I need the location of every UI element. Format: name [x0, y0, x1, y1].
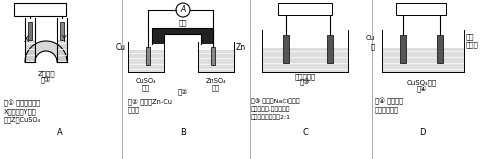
Text: 直流电源: 直流电源 — [31, 6, 48, 13]
Text: 图② 能组成Zn-Cu: 图② 能组成Zn-Cu — [128, 98, 172, 105]
Text: 溶液: 溶液 — [212, 84, 220, 91]
Text: A: A — [57, 128, 63, 137]
Bar — [437, 35, 443, 63]
Text: CuSO₄溶液: CuSO₄溶液 — [407, 79, 437, 86]
Text: Zn: Zn — [236, 44, 246, 52]
Bar — [327, 35, 333, 63]
FancyBboxPatch shape — [396, 3, 446, 15]
Text: 的电解池中,阴、阳极逸: 的电解池中,阴、阳极逸 — [251, 106, 290, 112]
Bar — [60, 22, 64, 40]
Bar — [57, 40, 67, 62]
Bar — [400, 35, 406, 63]
Text: C: C — [302, 128, 308, 137]
Text: B: B — [180, 128, 186, 137]
Bar — [262, 48, 347, 72]
Bar — [26, 40, 34, 62]
Text: 图③ 在电解NaCl稀溶液: 图③ 在电解NaCl稀溶液 — [251, 98, 299, 104]
Text: 原电池: 原电池 — [128, 106, 140, 113]
Bar — [383, 48, 464, 72]
Text: +: + — [399, 6, 406, 15]
Text: Cu: Cu — [366, 35, 375, 41]
Text: CuSO₄: CuSO₄ — [136, 78, 156, 84]
Text: 铁制品: 铁制品 — [466, 41, 479, 48]
Text: D: D — [419, 128, 425, 137]
Text: −: − — [435, 6, 442, 15]
Text: 图④: 图④ — [417, 86, 427, 93]
Text: Cu: Cu — [116, 44, 126, 52]
Polygon shape — [25, 41, 67, 62]
Text: 铜，Z是CuSO₄: 铜，Z是CuSO₄ — [4, 116, 41, 123]
Text: A: A — [180, 6, 185, 14]
Text: 溶液: 溶液 — [142, 84, 150, 91]
Text: 图① 铜的精炼中，: 图① 铜的精炼中， — [4, 100, 40, 107]
Text: −: − — [321, 6, 328, 15]
Text: X: X — [23, 35, 28, 44]
Text: 出气体体积之比为2:1: 出气体体积之比为2:1 — [251, 114, 291, 120]
Text: Y: Y — [62, 35, 66, 44]
Text: −: − — [56, 4, 63, 13]
Text: ZnSO₄: ZnSO₄ — [206, 78, 227, 84]
Text: +: + — [280, 6, 287, 15]
FancyBboxPatch shape — [14, 3, 66, 16]
Bar — [146, 47, 150, 65]
Text: 氯化钠溶液: 氯化钠溶液 — [294, 73, 315, 80]
Bar — [28, 22, 32, 40]
Text: X是纯铜，Y是粗: X是纯铜，Y是粗 — [4, 108, 37, 115]
Text: 待镀: 待镀 — [466, 33, 474, 40]
Polygon shape — [152, 28, 213, 44]
Bar — [211, 47, 215, 65]
Text: 片: 片 — [371, 43, 375, 50]
Text: +: + — [15, 4, 22, 13]
Text: Z的溶液: Z的溶液 — [37, 70, 55, 77]
Text: 品上镀一层铜: 品上镀一层铜 — [375, 106, 399, 113]
Text: 图②: 图② — [178, 88, 188, 95]
Text: 图①: 图① — [41, 77, 51, 84]
Text: 图③: 图③ — [300, 79, 310, 86]
Text: 图④ 能在铁制: 图④ 能在铁制 — [375, 98, 403, 105]
Text: 盐桥: 盐桥 — [179, 19, 187, 26]
Bar — [199, 50, 233, 72]
FancyBboxPatch shape — [278, 3, 332, 15]
Bar — [128, 50, 164, 72]
Bar — [283, 35, 289, 63]
